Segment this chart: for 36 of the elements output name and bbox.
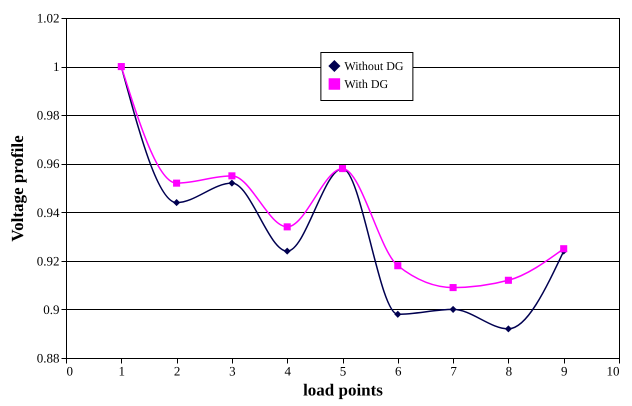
y-tick-label: 0.94 xyxy=(36,204,60,220)
x-tick-label: 7 xyxy=(450,364,458,378)
point xyxy=(284,248,291,255)
y-tick-label: 1.02 xyxy=(36,10,60,26)
point xyxy=(173,180,180,187)
point xyxy=(228,180,236,187)
y-tick-label: 0.98 xyxy=(36,108,60,123)
y-tick-label: 0.92 xyxy=(36,253,60,268)
y-tick-label: 0.96 xyxy=(36,156,60,172)
x-tick-label: 5 xyxy=(340,364,346,378)
x-tick-label: 1 xyxy=(118,364,126,378)
y-tick-label: 0.88 xyxy=(36,350,60,366)
point xyxy=(450,306,457,313)
point xyxy=(504,325,512,332)
legend-label: With DG xyxy=(344,77,389,91)
x-axis-title: load points xyxy=(303,380,384,400)
x-tick-label: 0 xyxy=(66,364,73,378)
point xyxy=(284,223,291,230)
point xyxy=(228,172,236,180)
y-axis-title: Voltage profile xyxy=(8,134,27,242)
x-tick-label: 8 xyxy=(506,364,512,378)
x-tick-label: 6 xyxy=(395,364,402,378)
point xyxy=(173,199,180,206)
x-tick-label: 3 xyxy=(229,364,236,378)
x-tick-label: 9 xyxy=(560,364,568,378)
point xyxy=(394,262,402,270)
legend-label: Without DG xyxy=(344,59,404,73)
y-tick-label: 0.9 xyxy=(43,302,60,317)
x-tick-label: 10 xyxy=(606,364,620,378)
point xyxy=(560,245,568,252)
x-tick-label: 4 xyxy=(284,364,292,378)
point xyxy=(450,284,457,292)
point xyxy=(394,310,402,318)
x-tick-label: 2 xyxy=(174,364,180,378)
point xyxy=(504,276,512,284)
y-tick-label: 1 xyxy=(53,59,60,74)
